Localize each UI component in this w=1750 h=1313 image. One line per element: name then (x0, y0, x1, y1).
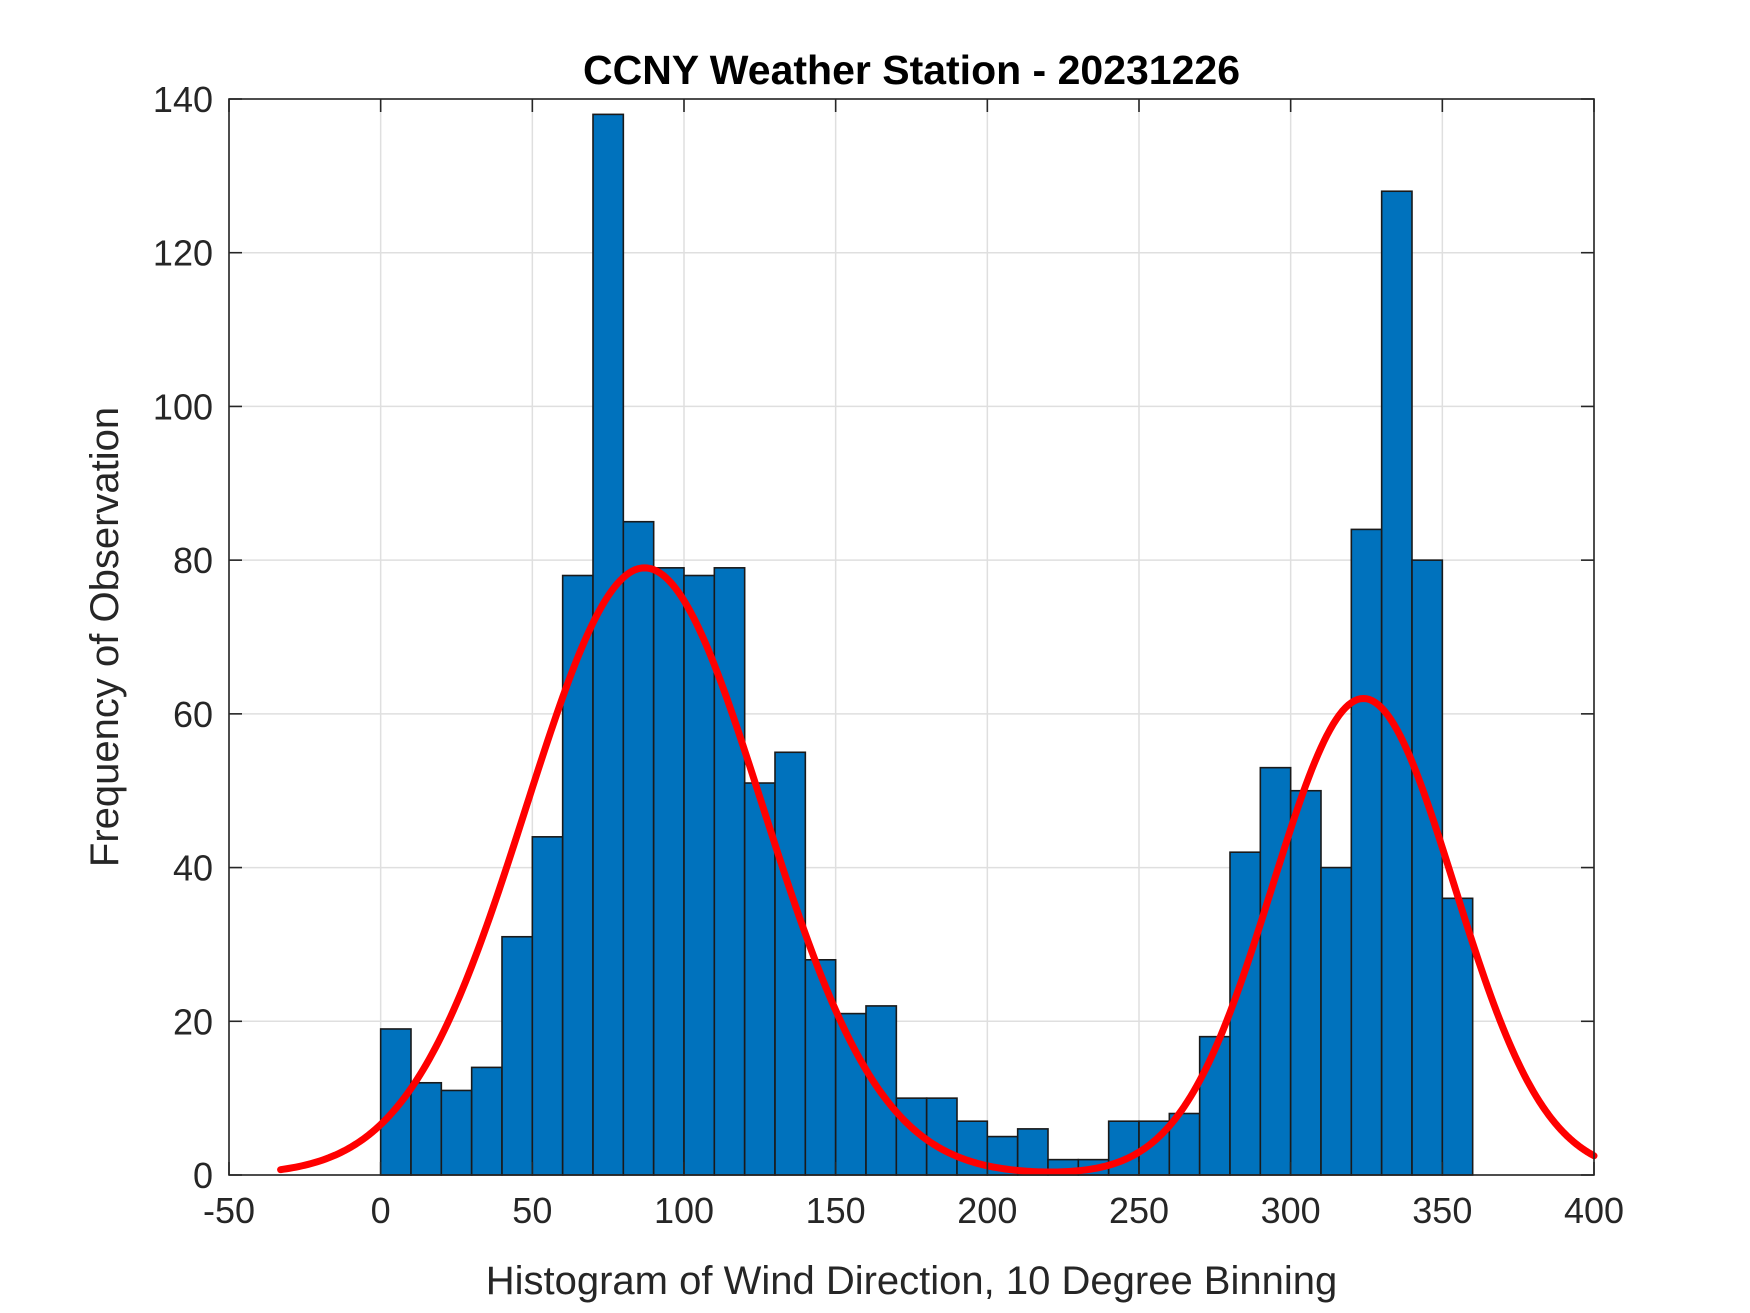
histogram-bar (592, 113, 625, 1176)
x-tick-label: 200 (957, 1190, 1017, 1231)
x-tick-label: 300 (1261, 1190, 1321, 1231)
histogram-bar (1259, 766, 1292, 1176)
x-tick-label: 50 (512, 1190, 552, 1231)
histogram-bar (440, 1089, 473, 1176)
y-tick-label: 120 (153, 233, 213, 274)
x-tick-label: 150 (806, 1190, 866, 1231)
histogram-bar (379, 1028, 412, 1176)
x-tick-label: 350 (1412, 1190, 1472, 1231)
fit-curve-group (277, 564, 1598, 1176)
y-tick-label: 20 (173, 1001, 213, 1042)
x-tick-label: 0 (371, 1190, 391, 1231)
histogram-bar (683, 574, 716, 1176)
histogram-bar (470, 1066, 503, 1176)
y-tick-label: 100 (153, 386, 213, 427)
y-tick-label: 0 (193, 1155, 213, 1196)
histogram-bar (743, 782, 776, 1176)
x-tick-label: 400 (1564, 1190, 1624, 1231)
y-tick-label: 60 (173, 694, 213, 735)
histogram-bar (1320, 866, 1353, 1176)
histogram-bar (501, 935, 534, 1176)
histogram-bar (622, 520, 655, 1176)
histogram-bar (1016, 1128, 1049, 1176)
histogram-bar (1350, 528, 1383, 1176)
x-tick-label: 100 (654, 1190, 714, 1231)
histogram-bar (1411, 559, 1444, 1176)
histogram-bars (379, 113, 1474, 1176)
x-axis-label: Histogram of Wind Direction, 10 Degree B… (486, 1259, 1338, 1303)
histogram-bar (531, 836, 564, 1176)
histogram-bar (925, 1097, 958, 1176)
chart-title: CCNY Weather Station - 20231226 (583, 47, 1240, 93)
y-tick-label: 140 (153, 79, 213, 120)
histogram-bar (1198, 1035, 1231, 1176)
y-tick-label: 40 (173, 848, 213, 889)
x-tick-label: -50 (203, 1190, 255, 1231)
histogram-bar (1289, 789, 1322, 1176)
x-tick-label: 250 (1109, 1190, 1169, 1231)
histogram-bar (1229, 851, 1262, 1176)
axes-box (228, 98, 1595, 1176)
axis-ticks: -50 0 50 100 150 200 250 300 350 4000204060801001… (153, 79, 1624, 1231)
histogram-bar (1380, 190, 1413, 1176)
histogram-bar (774, 751, 807, 1176)
histogram-bar (410, 1081, 443, 1176)
y-axis-label: Frequency of Observation (83, 407, 127, 867)
histogram-bar (713, 567, 746, 1176)
gaussian-fit-line (277, 564, 1598, 1176)
y-tick-label: 80 (173, 540, 213, 581)
histogram-bar (652, 567, 685, 1176)
